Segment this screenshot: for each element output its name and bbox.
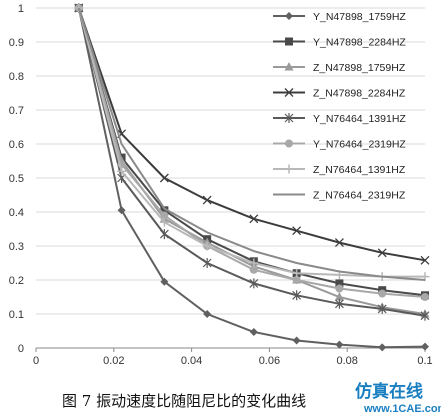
y-tick-label: 0.6 — [9, 139, 24, 151]
data-point — [249, 278, 259, 289]
data-point — [335, 279, 344, 288]
data-point — [421, 293, 429, 301]
legend-label: Y_N47898_2284HZ — [313, 37, 406, 49]
data-point — [420, 310, 430, 321]
data-point — [378, 343, 387, 352]
y-tick-label: 0.1 — [9, 309, 24, 321]
data-point — [334, 238, 344, 248]
gridlines — [36, 7, 425, 349]
series-line — [77, 7, 426, 281]
data-point — [159, 229, 169, 240]
watermark-logo-text: 仿真在线 — [355, 381, 423, 402]
data-point — [117, 166, 127, 176]
data-point — [334, 292, 344, 301]
x-tick-label: 0.04 — [181, 355, 202, 367]
data-point — [160, 277, 169, 286]
data-point — [159, 217, 169, 227]
legend-entry: Z_N76464_2319HZ — [273, 190, 406, 202]
legend-entry: Y_N47898_1759HZ — [273, 11, 406, 23]
data-point — [421, 342, 429, 351]
y-tick-label: 0 — [18, 343, 24, 355]
data-point — [378, 289, 387, 298]
data-point — [202, 258, 212, 268]
series-Z_N76464_2319HZ — [77, 7, 426, 281]
data-point — [249, 258, 259, 268]
data-point — [420, 255, 430, 265]
legend-marker — [285, 12, 293, 20]
data-point — [377, 248, 387, 258]
x-tick-labels: 0 0.02 0.04 0.06 0.08 0.1 — [33, 355, 433, 367]
legend-marker — [285, 139, 293, 148]
data-point — [335, 340, 344, 349]
data-point — [117, 206, 126, 215]
data-point — [249, 265, 258, 274]
x-tick-label: 0.06 — [259, 355, 280, 367]
series-lines — [74, 3, 430, 352]
y-tick-label: 0.8 — [9, 71, 24, 83]
legend-label: Z_N47898_1759HZ — [313, 62, 406, 74]
series-line — [77, 7, 426, 298]
figure-caption: 图 7 振动速度比随阻尼比的变化曲线 — [62, 392, 306, 410]
y-tick-label: 0.9 — [9, 37, 24, 49]
legend-label: Y_N76464_2319HZ — [313, 139, 406, 151]
legend-marker — [284, 88, 294, 97]
x-tick-label: 0.02 — [103, 355, 124, 367]
legend-marker — [284, 62, 294, 71]
data-point — [334, 298, 344, 309]
x-tick-label: 0 — [33, 355, 39, 367]
data-point — [160, 211, 169, 220]
data-point — [203, 310, 212, 318]
data-point — [292, 226, 302, 236]
x-tick-label: 0.08 — [336, 355, 357, 367]
x-tick-label: 0.1 — [417, 355, 432, 367]
y-tick-label: 0.3 — [9, 241, 24, 253]
series-Y_N47898_1759HZ — [74, 4, 429, 352]
axes — [35, 347, 426, 352]
data-point — [159, 173, 169, 183]
y-tick-label: 0.7 — [9, 105, 24, 117]
legend-label: Z_N47898_2284HZ — [313, 88, 406, 100]
legend-marker — [285, 37, 293, 46]
y-tick-label: 0.4 — [9, 207, 24, 219]
legend-entry: Y_N76464_1391HZ — [273, 113, 406, 125]
data-point — [249, 214, 259, 224]
legend-marker — [284, 113, 294, 123]
data-point — [292, 336, 301, 345]
legend-label: Y_N76464_1391HZ — [313, 113, 406, 125]
data-point — [335, 284, 344, 293]
legend-label: Y_N47898_1759HZ — [313, 11, 406, 23]
data-point — [377, 303, 387, 314]
legend-label: Z_N76464_1391HZ — [313, 164, 406, 176]
y-tick-labels: 0 0.1 0.2 0.3 0.4 0.5 0.6 0.7 0.8 0.9 1 — [9, 3, 24, 355]
legend-entry: Y_N47898_2284HZ — [273, 37, 406, 49]
data-point — [292, 276, 301, 284]
legend-marker — [284, 164, 294, 174]
data-point — [160, 206, 169, 215]
y-tick-label: 0.2 — [9, 275, 24, 287]
data-point — [292, 268, 302, 278]
legend-entry: Y_N76464_2319HZ — [273, 139, 406, 151]
legend-entry: Z_N47898_1759HZ — [273, 62, 406, 74]
data-point — [292, 290, 302, 301]
data-point — [202, 241, 212, 251]
y-tick-label: 1 — [18, 3, 24, 15]
series-line — [77, 7, 426, 297]
data-point — [249, 328, 258, 337]
legend-entry: Z_N76464_1391HZ — [273, 164, 406, 176]
data-point — [202, 195, 212, 205]
legend: Y_N47898_1759HZ Y_N47898_2284HZ Z_N47898_1… — [273, 11, 406, 202]
legend-label: Z_N76464_2319HZ — [313, 190, 406, 202]
watermark-url: www.1CAE.com — [363, 403, 441, 415]
y-tick-label: 0.5 — [9, 173, 24, 185]
series-Z_N76464_1391HZ — [74, 3, 430, 282]
legend-entry: Z_N47898_2284HZ — [273, 88, 406, 100]
